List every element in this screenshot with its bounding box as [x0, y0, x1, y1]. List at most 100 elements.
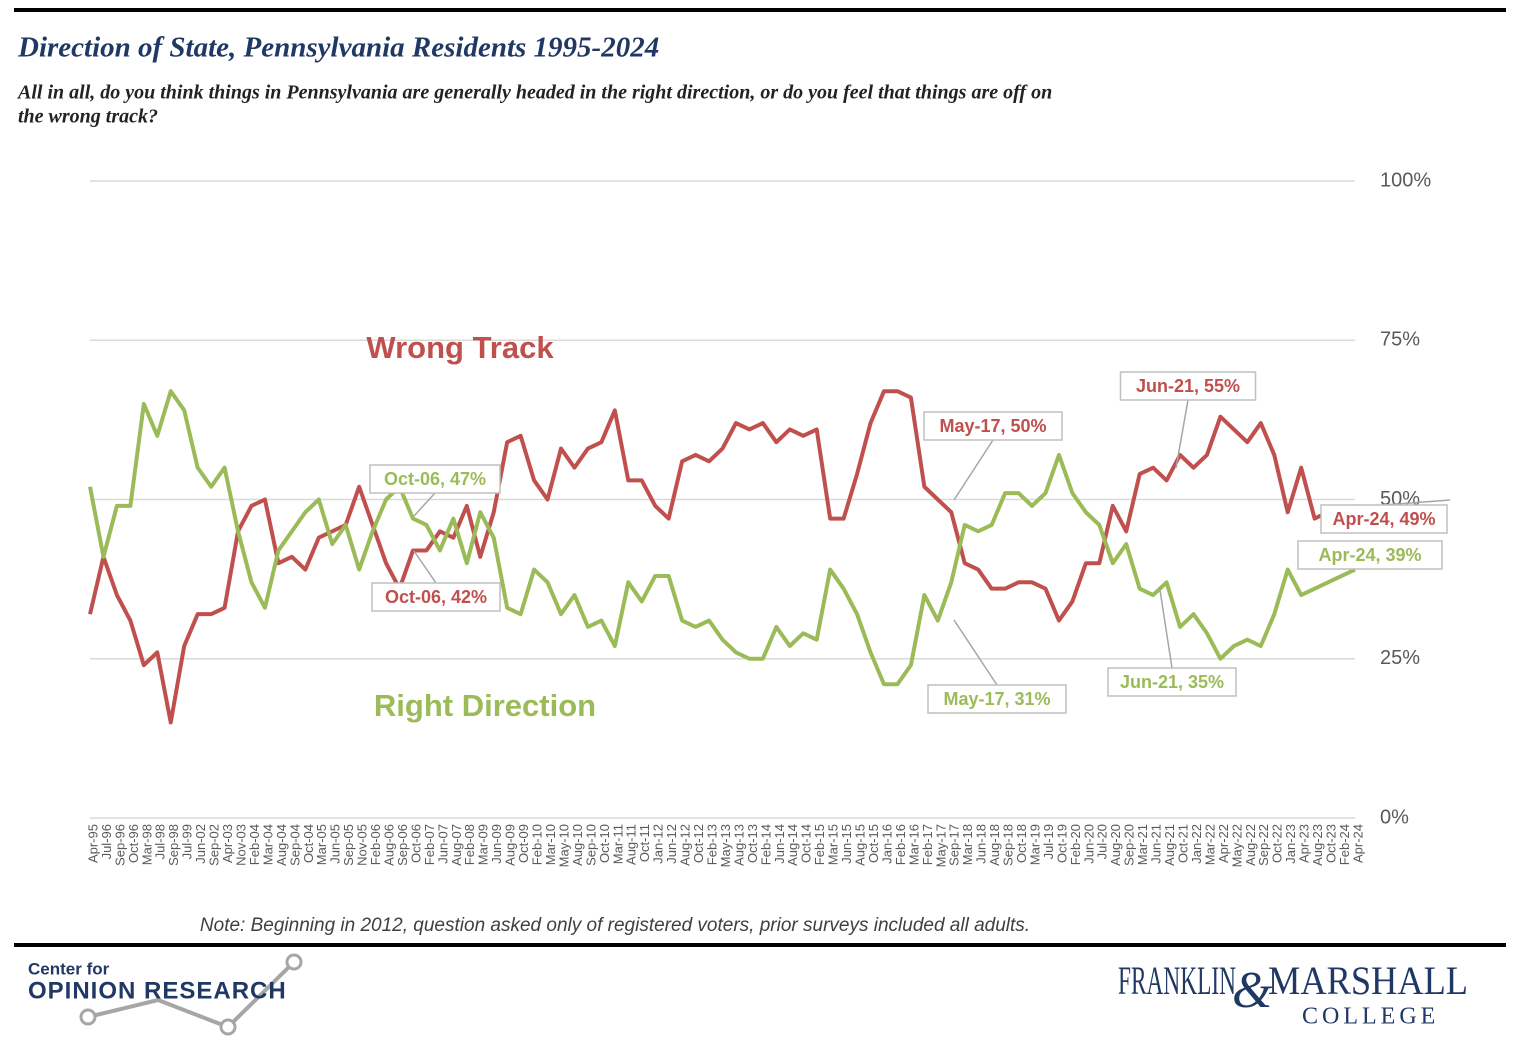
x-tick-label: Mar-18	[960, 824, 975, 865]
x-tick-label: Mar-19	[1027, 824, 1042, 865]
logo-text: &	[1232, 962, 1273, 1019]
x-tick-label: Sep-02	[207, 824, 222, 866]
annotation: May-17, 31%	[943, 689, 1050, 709]
x-tick-label: Jun-07	[435, 824, 450, 864]
leader-line	[953, 439, 994, 501]
logo-text: MARSHALL	[1268, 958, 1468, 1003]
x-tick-label: Jun-20	[1081, 824, 1096, 864]
x-tick-label: Aug-04	[274, 824, 289, 866]
annotation: May-17, 50%	[939, 416, 1046, 436]
x-tick-label: Oct-96	[126, 824, 141, 863]
x-tick-label: Oct-23	[1324, 824, 1339, 863]
x-tick-label: Aug-06	[382, 824, 397, 866]
x-tick-label: Jun-21	[1149, 824, 1164, 864]
leader-line	[953, 619, 998, 686]
y-tick-label: 25%	[1380, 647, 1420, 669]
x-tick-label: Apr-23	[1297, 824, 1312, 863]
x-tick-label: May-10	[556, 824, 571, 867]
chart-title: Direction of State, Pennsylvania Residen…	[17, 32, 659, 64]
x-tick-label: Sep-96	[112, 824, 127, 866]
x-tick-label: Sep-98	[166, 824, 181, 866]
x-tick-label: Aug-18	[987, 824, 1002, 866]
top-rule	[14, 8, 1506, 12]
x-tick-label: Mar-11	[610, 824, 625, 864]
x-tick-label: Sep-20	[1122, 824, 1137, 866]
x-tick-label: Feb-17	[920, 824, 935, 865]
x-tick-label: Sep-10	[583, 824, 598, 866]
annotation: Oct-06, 42%	[385, 587, 487, 607]
x-tick-label: May-22	[1229, 824, 1244, 867]
x-tick-label: Jun-15	[839, 824, 854, 864]
annotation-box	[923, 411, 1063, 441]
annotation: Jun-21, 35%	[1120, 672, 1224, 692]
logo-dot	[219, 1018, 237, 1036]
x-tick-label: Feb-24	[1337, 824, 1352, 865]
series-line	[88, 389, 1356, 725]
x-tick-label: Aug-21	[1162, 824, 1177, 866]
x-tick-label: Feb-20	[1068, 824, 1083, 865]
x-tick-label: Sep-06	[395, 824, 410, 866]
x-tick-label: Mar-09	[476, 824, 491, 865]
x-tick-label: Feb-04	[247, 824, 262, 865]
x-tick-label: Jul-99	[180, 824, 195, 859]
x-tick-label: Nov-05	[355, 824, 370, 866]
note: Note: Beginning in 2012, question asked …	[200, 915, 1030, 936]
x-tick-label: Aug-14	[785, 824, 800, 866]
x-tick-label: Sep-18	[1001, 824, 1016, 866]
annotation: Apr-24, 49%	[1332, 509, 1435, 529]
annotation: Apr-24, 39%	[1318, 545, 1421, 565]
x-tick-label: Aug-22	[1243, 824, 1258, 866]
annotation-box	[1107, 667, 1237, 697]
x-tick-label: May-13	[718, 824, 733, 867]
y-tick-label: 75%	[1380, 329, 1420, 351]
x-tick-label: Sep-22	[1256, 824, 1271, 866]
subtitle: All in all, do you think things in Penns…	[16, 82, 1052, 104]
x-tick-label: Oct-22	[1270, 824, 1285, 863]
leader-line	[1383, 499, 1451, 506]
logo-graphic	[87, 960, 296, 1030]
x-tick-label: Aug-12	[678, 824, 693, 866]
annotation-box	[369, 464, 501, 494]
series-label: Right Direction	[374, 688, 596, 723]
x-tick-label: Oct-11	[637, 824, 652, 862]
leader-line	[1159, 589, 1173, 669]
x-tick-label: Aug-07	[449, 824, 464, 866]
x-tick-label: Jun-05	[328, 824, 343, 864]
subtitle: the wrong track?	[18, 106, 158, 128]
x-tick-label: Jul-19	[1041, 824, 1056, 859]
x-tick-label: Mar-15	[826, 824, 841, 865]
x-tick-label: Aug-10	[570, 824, 585, 866]
x-tick-label: Mar-10	[543, 824, 558, 865]
x-tick-label: Feb-13	[704, 824, 719, 865]
x-tick-label: Sep-04	[287, 824, 302, 866]
x-tick-label: Aug-13	[731, 824, 746, 866]
x-tick-label: Feb-08	[462, 824, 477, 865]
x-tick-label: Aug-09	[503, 824, 518, 866]
x-tick-label: Oct-10	[597, 824, 612, 863]
x-tick-label: Sep-17	[947, 824, 962, 866]
x-tick-label: Oct-21	[1175, 824, 1190, 863]
x-tick-label: Oct-09	[516, 824, 531, 863]
x-tick-label: Aug-23	[1310, 824, 1325, 866]
x-tick-label: Jan-12	[651, 824, 666, 864]
x-tick-label: Jan-16	[879, 824, 894, 864]
logo-text: OPINION RESEARCH	[28, 977, 287, 1004]
x-tick-label: Oct-04	[301, 824, 316, 863]
x-tick-label: Feb-16	[893, 824, 908, 865]
y-tick-label: 100%	[1380, 169, 1431, 191]
x-tick-label: Mar-05	[314, 824, 329, 865]
x-tick-label: Jun-14	[772, 824, 787, 864]
annotation-box	[1297, 540, 1443, 570]
x-tick-label: Apr-03	[220, 824, 235, 863]
x-tick-label: Aug-11	[624, 824, 639, 865]
logo-text: FRANKLIN	[1118, 958, 1236, 1003]
annotation: Oct-06, 47%	[384, 469, 486, 489]
x-tick-label: Jun-12	[664, 824, 679, 864]
x-tick-label: Jul-98	[153, 824, 168, 859]
series-label: Wrong Track	[366, 330, 554, 365]
leader-line	[1175, 399, 1189, 469]
annotation-box	[1320, 504, 1448, 534]
x-tick-label: Jan-23	[1283, 824, 1298, 864]
x-tick-label: Oct-06	[408, 824, 423, 863]
x-tick-label: Oct-19	[1054, 824, 1069, 863]
